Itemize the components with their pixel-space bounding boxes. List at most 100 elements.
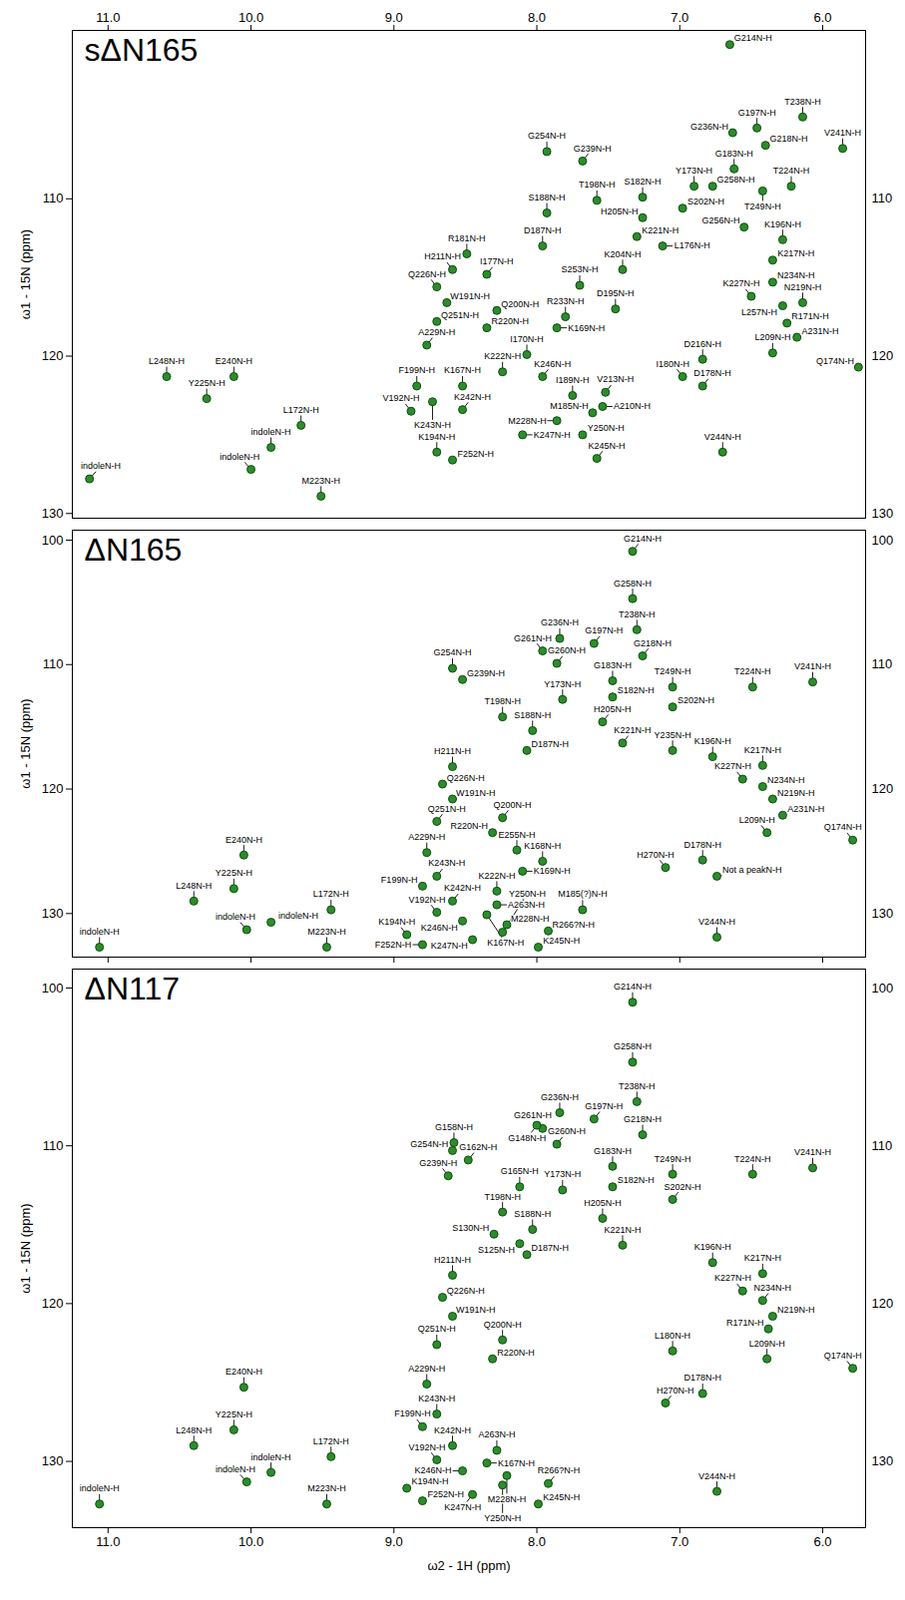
svg-text:Y225N-H: Y225N-H [215,1409,253,1420]
svg-text:R266?N-H: R266?N-H [552,919,596,930]
svg-text:L209N-H: L209N-H [754,332,791,343]
svg-text:K246N-H: K246N-H [414,1465,452,1476]
svg-text:G260N-H: G260N-H [547,1126,586,1137]
svg-text:T198N-H: T198N-H [483,696,521,707]
svg-text:indoleN-H: indoleN-H [219,452,260,462]
svg-text:G183N-H: G183N-H [593,660,632,671]
svg-text:H270N-H: H270N-H [636,850,675,861]
svg-text:indoleN-H: indoleN-H [278,910,319,921]
svg-text:130: 130 [872,905,895,921]
svg-text:M228N-H: M228N-H [510,913,550,924]
svg-text:K167N-H: K167N-H [486,937,524,948]
svg-text:S188N-H: S188N-H [513,1209,551,1220]
svg-text:D195N-H: D195N-H [596,288,635,299]
svg-text:G183N-H: G183N-H [593,1146,632,1157]
svg-text:I180N-H: I180N-H [656,359,691,370]
svg-text:ΔN117: ΔN117 [84,970,181,1007]
svg-text:8.0: 8.0 [527,1534,546,1550]
svg-text:W191N-H: W191N-H [455,788,496,799]
svg-text:ΔN165: ΔN165 [84,531,183,568]
svg-text:indoleN-H: indoleN-H [215,911,256,922]
svg-text:K247N-H: K247N-H [431,940,468,951]
svg-text:G162N-H: G162N-H [458,1142,497,1153]
svg-text:K196N-H: K196N-H [694,1242,732,1253]
svg-text:V241N-H: V241N-H [794,1147,832,1158]
svg-text:11.0: 11.0 [95,1534,120,1550]
svg-text:G214N-H: G214N-H [613,981,652,992]
svg-text:130: 130 [872,505,895,521]
svg-text:Y250N-H: Y250N-H [587,423,625,434]
svg-text:K242N-H: K242N-H [434,1425,471,1436]
svg-text:D178N-H: D178N-H [693,368,732,379]
svg-text:A231N-H: A231N-H [802,326,840,337]
svg-text:N234N-H: N234N-H [777,270,816,281]
svg-text:Y225N-H: Y225N-H [188,378,226,389]
svg-text:S253N-H: S253N-H [561,264,599,275]
svg-text:110: 110 [42,190,64,206]
svg-text:Y235N-H: Y235N-H [654,730,692,741]
svg-text:indoleN-H: indoleN-H [215,1464,256,1475]
svg-text:G258N-H: G258N-H [613,1041,652,1052]
svg-text:K221N-H: K221N-H [613,725,651,736]
svg-text:L172N-H: L172N-H [313,1436,350,1447]
svg-text:Q251N-H: Q251N-H [428,804,466,815]
svg-text:Y173N-H: Y173N-H [543,679,581,690]
svg-text:G218N-H: G218N-H [633,638,672,649]
svg-text:L248N-H: L248N-H [175,1425,212,1436]
svg-text:Q251N-H: Q251N-H [418,1324,456,1335]
svg-text:V192N-H: V192N-H [408,895,446,905]
svg-text:Q174N-H: Q174N-H [824,1351,863,1361]
svg-text:G218N-H: G218N-H [770,133,809,144]
svg-text:indoleN-H: indoleN-H [79,926,120,937]
svg-text:K194N-H: K194N-H [418,432,455,443]
svg-text:K242N-H: K242N-H [453,392,491,403]
svg-text:120: 120 [41,781,64,797]
svg-text:9.0: 9.0 [385,1534,404,1550]
svg-text:L180N-H: L180N-H [654,1331,691,1342]
svg-text:100: 100 [872,980,895,996]
svg-text:I189N-H: I189N-H [555,375,590,386]
svg-text:T198N-H: T198N-H [483,1191,521,1202]
svg-text:10.0: 10.0 [238,1534,264,1550]
svg-text:G254N-H: G254N-H [410,1139,449,1150]
svg-text:F252N-H: F252N-H [457,449,495,459]
svg-text:H205N-H: H205N-H [600,206,639,217]
svg-text:K227N-H: K227N-H [714,1273,752,1284]
svg-text:M228N-H: M228N-H [487,1494,527,1505]
svg-text:Not a peakN-H: Not a peakN-H [722,865,783,876]
svg-text:100: 100 [41,980,64,996]
svg-text:130: 130 [41,505,64,521]
svg-text:K227N-H: K227N-H [723,278,761,289]
svg-text:7.0: 7.0 [670,1534,689,1550]
svg-text:R266?N-H: R266?N-H [537,1465,581,1476]
svg-text:Y250N-H: Y250N-H [483,1513,521,1524]
svg-text:Q200N-H: Q200N-H [493,800,532,811]
svg-text:T224N-H: T224N-H [734,666,772,677]
svg-text:G256N-H: G256N-H [701,215,740,226]
svg-text:K169N-H: K169N-H [567,323,605,334]
svg-text:6.0: 6.0 [813,1534,832,1550]
svg-text:D187N-H: D187N-H [531,1243,570,1254]
svg-text:E255N-H: E255N-H [497,830,535,841]
svg-text:Y250N-H: Y250N-H [508,889,546,900]
svg-text:R233N-H: R233N-H [546,296,585,307]
svg-text:110: 110 [42,1138,64,1154]
svg-text:L172N-H: L172N-H [313,889,350,900]
svg-text:K222N-H: K222N-H [483,351,521,362]
svg-text:G197N-H: G197N-H [584,625,623,636]
svg-text:A229N-H: A229N-H [408,832,446,843]
svg-text:G183N-H: G183N-H [715,148,754,159]
svg-text:S188N-H: S188N-H [528,192,566,203]
svg-text:H211N-H: H211N-H [424,251,461,262]
svg-text:Q174N-H: Q174N-H [816,356,855,367]
svg-text:G148N-H: G148N-H [507,1133,546,1144]
svg-text:E240N-H: E240N-H [225,1366,263,1377]
svg-text:T249N-H: T249N-H [654,1154,692,1165]
svg-text:K196N-H: K196N-H [764,219,802,230]
svg-text:R171N-H: R171N-H [726,1318,765,1329]
svg-text:M228N-H: M228N-H [507,416,547,427]
svg-text:9.0: 9.0 [385,9,404,25]
svg-text:G236N-H: G236N-H [540,1092,579,1103]
svg-text:G254N-H: G254N-H [434,647,472,658]
svg-text:K217N-H: K217N-H [744,1253,782,1264]
